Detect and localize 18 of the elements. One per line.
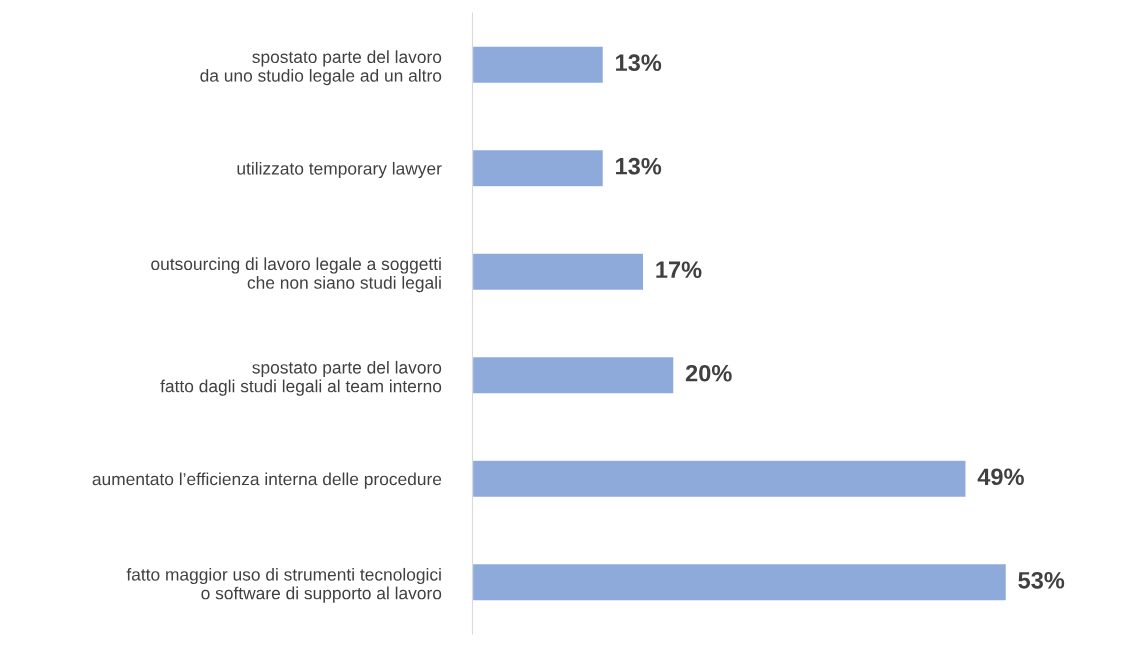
y-tick-label: fatto maggior uso di strumenti tecnologici o software di supporto al lavoro	[126, 567, 442, 603]
y-tick-label: outsourcing di lavoro legale a soggetti che non siano studi legali	[151, 257, 441, 293]
data-label: 13%	[616, 54, 662, 72]
data-label: 13%	[616, 157, 662, 175]
y-tick-label: aumentato l’efficienza interna delle procedure	[92, 472, 442, 489]
data-label: 20%	[685, 364, 732, 382]
bar	[472, 459, 967, 499]
data-label: 53%	[1018, 571, 1065, 589]
y-tick-label: spostato parte del lavoro da uno studio legale ad un altro	[200, 50, 442, 86]
bar	[472, 355, 675, 395]
bar	[472, 45, 605, 85]
bar	[472, 148, 605, 188]
y-tick-label: utilizzato temporary lawyer	[237, 161, 442, 179]
bar	[472, 252, 645, 292]
data-label: 49%	[977, 468, 1024, 486]
y-tick-label: spostato parte del lavoro fatto dagli studi legali al team interno	[160, 360, 442, 396]
data-label: 17%	[656, 261, 702, 279]
bar	[472, 562, 1008, 602]
